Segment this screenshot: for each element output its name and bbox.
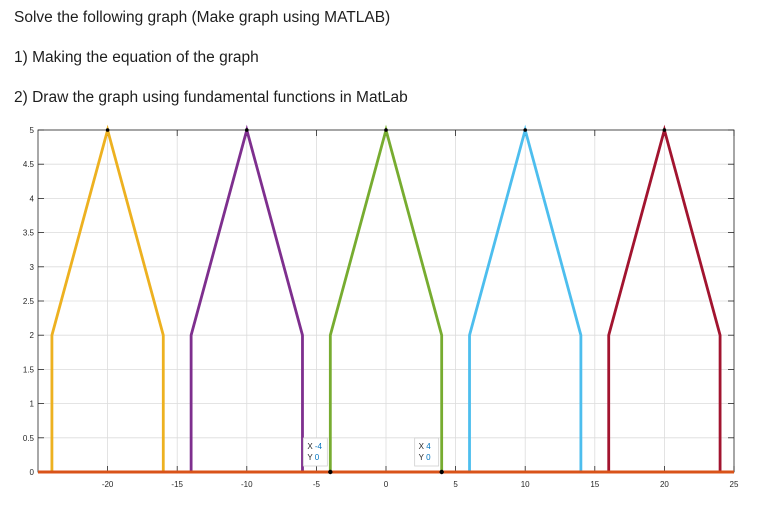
y-tick-label: 2: [30, 331, 35, 340]
question-item-draw-graph: 2) Draw the graph using fundamental func…: [14, 89, 408, 106]
x-tick-label: -20: [102, 480, 114, 489]
datatip-y-value: 0: [426, 453, 431, 462]
datatips: X -4Y 0X 4Y 0: [302, 437, 444, 475]
y-tick-label: 4.5: [23, 160, 35, 169]
datatip-y-label: Y: [419, 453, 426, 462]
datatip-x-label: X: [419, 442, 427, 451]
question-item-equation: 1) Making the equation of the graph: [14, 49, 259, 66]
y-tick-label: 2.5: [23, 297, 35, 306]
y-tick-label: 1: [30, 400, 35, 409]
datatip-y-row: Y 0: [307, 453, 319, 462]
datatip-x-value: 4: [426, 442, 431, 451]
y-tick-label: 1.5: [23, 365, 35, 374]
datatip-x-value: -4: [315, 442, 323, 451]
peak-marker-3: [384, 128, 388, 132]
y-tick-label: 3: [30, 263, 35, 272]
peak-marker-5: [662, 128, 667, 132]
peak-marker-2: [245, 128, 249, 132]
grid-lines: [38, 129, 735, 473]
datatip-x-row: X 4: [419, 442, 432, 451]
x-tick-label: 5: [453, 480, 458, 489]
datatip-x-row: X -4: [307, 442, 322, 451]
datatip-marker: [328, 469, 333, 475]
datatip-y-row: Y 0: [419, 453, 431, 462]
y-tick-label: 3.5: [23, 229, 35, 238]
datatip-y-label: Y: [307, 453, 314, 462]
x-tick-label: 15: [590, 480, 599, 489]
x-tick-label: 0: [384, 480, 389, 489]
datatip-box: [302, 437, 328, 467]
datatip-2[interactable]: X 4Y 0: [414, 437, 444, 475]
peak-marker-1: [105, 128, 110, 132]
datatip-y-value: 0: [315, 453, 320, 462]
y-tick-label: 5: [30, 126, 35, 135]
x-tick-label: -15: [171, 480, 183, 489]
x-tick-label: 25: [730, 480, 739, 489]
datatip-1[interactable]: X -4Y 0: [302, 437, 333, 475]
datatip-x-label: X: [307, 442, 315, 451]
question-title: Solve the following graph (Make graph us…: [14, 9, 391, 26]
x-tick-label: -10: [241, 480, 253, 489]
x-tick-label: -5: [313, 480, 321, 489]
y-tick-label: 0.5: [23, 434, 35, 443]
datatip-marker: [439, 469, 444, 475]
axis-ticks: -20 -15 -10 -5 0 5 10 15 20 25 0 0.5 1 1.5 2 2.5 3 3.5 4 4.…: [23, 126, 739, 489]
x-tick-label: 10: [521, 480, 530, 489]
y-tick-label: 0: [30, 468, 35, 477]
y-tick-label: 4: [30, 194, 35, 203]
datatip-box: [414, 437, 440, 467]
peak-marker-4: [523, 128, 527, 132]
plot-series: [38, 124, 734, 474]
x-tick-label: 20: [660, 480, 669, 489]
matlab-plot: -20 -15 -10 -5 0 5 10 15 20 25 0 0.5 1 1.5 2 2.5 3 3.5 4 4.…: [23, 124, 739, 489]
